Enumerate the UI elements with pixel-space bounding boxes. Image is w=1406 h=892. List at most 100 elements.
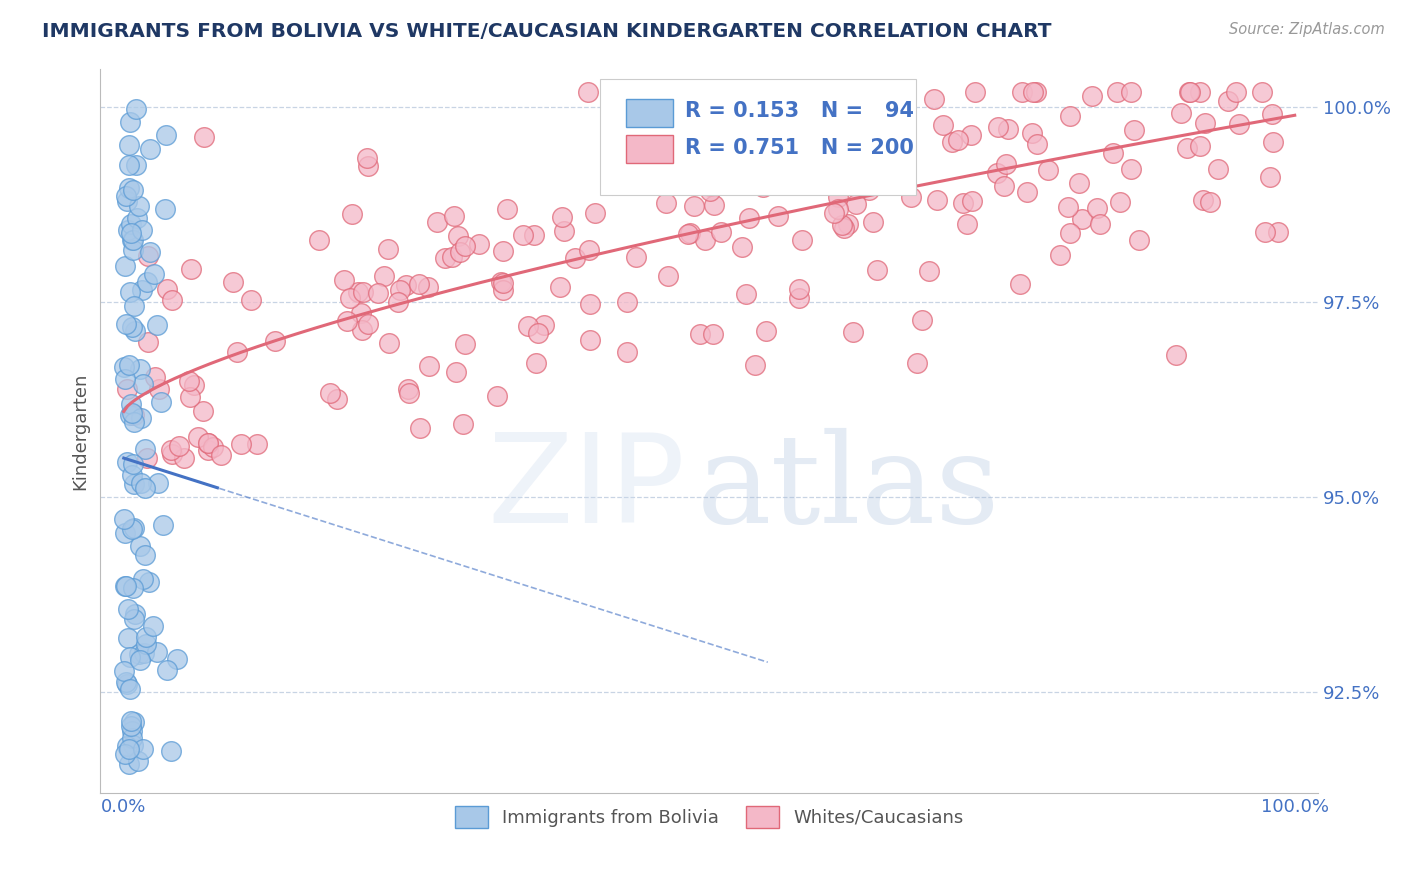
Point [129, 475, 152, 490]
Point [600, 178, 623, 192]
Point [616, 344, 638, 359]
Point [1057, 200, 1080, 214]
Point [117, 602, 139, 616]
Point [533, 318, 555, 332]
Point [166, 652, 188, 666]
Point [418, 279, 440, 293]
Point [965, 85, 987, 99]
Point [454, 239, 477, 253]
Point [122, 477, 145, 491]
Point [350, 323, 373, 337]
Point [1164, 348, 1187, 362]
Point [152, 518, 174, 533]
Point [367, 285, 389, 300]
Point [122, 299, 145, 313]
Point [121, 226, 143, 240]
Point [796, 173, 818, 187]
Point [118, 181, 141, 195]
Point [1015, 185, 1038, 199]
Point [489, 275, 512, 289]
Point [564, 251, 586, 265]
Point [1194, 116, 1216, 130]
Point [150, 394, 173, 409]
Point [308, 233, 330, 247]
Point [352, 285, 374, 299]
Point [409, 421, 432, 435]
Point [124, 324, 146, 338]
Point [128, 199, 150, 213]
Point [1128, 233, 1150, 247]
Point [132, 742, 155, 756]
Point [120, 115, 142, 129]
Point [657, 268, 679, 283]
Point [441, 250, 464, 264]
Point [1085, 202, 1108, 216]
Point [553, 224, 575, 238]
Bar [627, 136, 672, 162]
Point [787, 291, 810, 305]
Point [1216, 94, 1239, 108]
Point [114, 372, 136, 386]
Point [495, 202, 517, 217]
Point [124, 408, 146, 422]
Point [995, 157, 1018, 171]
Point [125, 211, 148, 225]
Point [112, 512, 135, 526]
Legend: Immigrants from Bolivia, Whites/Caucasians: Immigrants from Bolivia, Whites/Caucasia… [449, 798, 970, 835]
Point [702, 327, 724, 342]
Point [993, 178, 1015, 193]
Point [340, 207, 363, 221]
Point [239, 293, 262, 307]
Point [1192, 193, 1215, 207]
Point [118, 158, 141, 172]
Point [1225, 85, 1247, 99]
Point [845, 196, 868, 211]
Point [153, 202, 176, 217]
Point [1227, 117, 1250, 131]
Point [209, 448, 232, 462]
Point [350, 306, 373, 320]
Point [179, 390, 201, 404]
Point [134, 481, 156, 495]
Point [453, 417, 475, 431]
Point [135, 630, 157, 644]
Point [115, 194, 138, 209]
Point [1021, 126, 1043, 140]
Point [114, 188, 136, 202]
Point [112, 664, 135, 678]
Point [128, 653, 150, 667]
Point [731, 240, 754, 254]
Point [1170, 106, 1192, 120]
Point [121, 406, 143, 420]
Point [121, 233, 143, 247]
Point [959, 128, 981, 142]
Point [862, 215, 884, 229]
Point [1081, 89, 1104, 103]
Point [387, 294, 409, 309]
Point [1022, 85, 1045, 99]
Point [122, 612, 145, 626]
Point [738, 211, 761, 226]
Point [1049, 247, 1071, 261]
Point [135, 637, 157, 651]
Point [679, 227, 702, 241]
Point [808, 162, 831, 177]
Point [118, 681, 141, 696]
Point [941, 135, 963, 149]
Text: Source: ZipAtlas.com: Source: ZipAtlas.com [1229, 22, 1385, 37]
Text: IMMIGRANTS FROM BOLIVIA VS WHITE/CAUCASIAN KINDERGARTEN CORRELATION CHART: IMMIGRANTS FROM BOLIVIA VS WHITE/CAUCASI… [42, 22, 1052, 41]
Point [831, 218, 853, 232]
Point [373, 268, 395, 283]
Point [444, 365, 467, 379]
Point [900, 190, 922, 204]
Point [146, 318, 169, 332]
Point [710, 225, 733, 239]
Point [578, 85, 600, 99]
Point [1188, 85, 1211, 99]
Point [837, 217, 859, 231]
Point [122, 521, 145, 535]
Point [121, 183, 143, 197]
Point [841, 325, 863, 339]
Point [987, 120, 1010, 134]
Point [125, 158, 148, 172]
